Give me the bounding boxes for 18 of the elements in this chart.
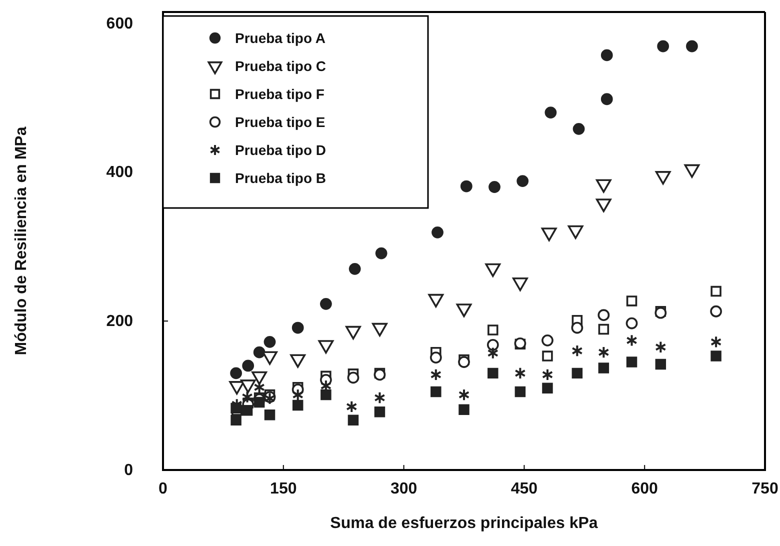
x-tick-label: 0 (158, 480, 168, 498)
x-tick-label: 600 (631, 480, 658, 498)
x-tick-label: 750 (752, 480, 778, 498)
y-tick-label: 0 (124, 462, 134, 480)
y-tick-label: 600 (106, 15, 134, 32)
legend-label: Prueba tipo C (235, 58, 326, 74)
y-axis-title: Módulo de Resiliencia en MPa (13, 126, 30, 356)
y-tick-label: 200 (106, 313, 134, 330)
legend-label: Prueba tipo D (235, 142, 326, 158)
legend-label: Prueba tipo A (235, 30, 326, 46)
legend-label: Prueba tipo B (235, 170, 326, 186)
legend-label: Prueba tipo E (235, 114, 326, 130)
x-tick-label: 150 (270, 480, 297, 498)
x-tick-label: 300 (390, 480, 418, 498)
y-tick-label: 400 (106, 164, 134, 182)
x-axis-title: Suma de esfuerzos principales kPa (330, 515, 598, 532)
x-tick-label: 450 (510, 480, 538, 498)
legend-label: Prueba tipo F (235, 86, 325, 102)
